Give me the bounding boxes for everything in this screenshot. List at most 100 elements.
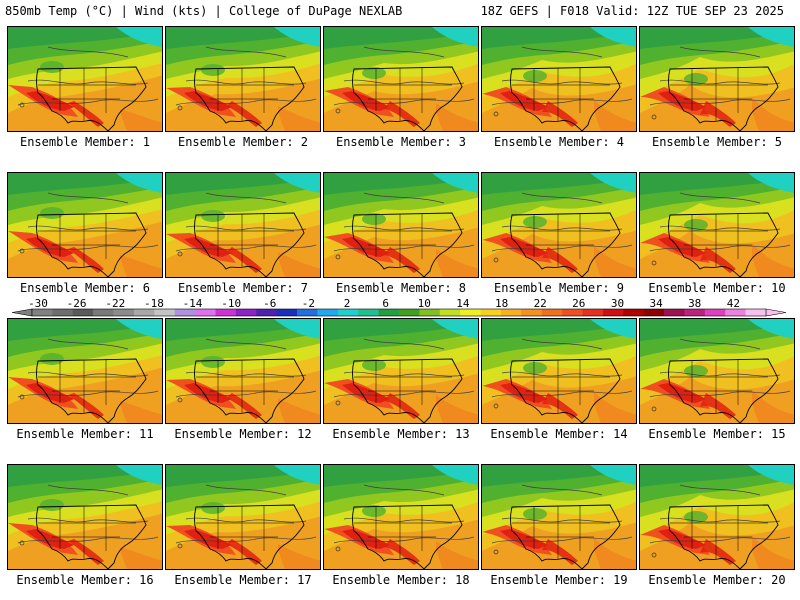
colorbar-swatch (582, 309, 604, 316)
ensemble-member-caption: Ensemble Member: 7 (177, 281, 309, 295)
colorbar-swatch (480, 309, 502, 316)
ensemble-member-map (165, 464, 321, 570)
colorbar-swatch (419, 309, 441, 316)
ensemble-member-caption: Ensemble Member: 13 (332, 427, 470, 441)
colorbar-swatch (500, 309, 522, 316)
ensemble-member-caption: Ensemble Member: 1 (19, 135, 151, 149)
ensemble-member-map (639, 26, 795, 132)
ensemble-member-map (481, 464, 637, 570)
ensemble-member-caption: Ensemble Member: 2 (177, 135, 309, 149)
colorbar-tick-label: -22 (105, 298, 125, 310)
colorbar-tick-label: -30 (28, 298, 48, 310)
colorbar-swatch (460, 309, 481, 316)
ensemble-member-caption: Ensemble Member: 19 (490, 573, 628, 587)
colorbar-swatch (725, 309, 746, 316)
ensemble-member-caption: Ensemble Member: 5 (651, 135, 783, 149)
colorbar-swatch (174, 309, 196, 316)
ensemble-member-caption: Ensemble Member: 6 (19, 281, 151, 295)
ensemble-member-caption: Ensemble Member: 12 (174, 427, 312, 441)
ensemble-member-map (481, 172, 637, 278)
colorbar-tick-label: 14 (456, 298, 470, 310)
colorbar-tick-label: 30 (611, 298, 624, 310)
ensemble-member-map (323, 318, 479, 424)
ensemble-member-map (639, 172, 795, 278)
colorbar-tick-label: -10 (221, 298, 241, 310)
colorbar-tick-label: 26 (572, 298, 585, 310)
colorbar-swatch (664, 309, 685, 316)
colorbar-tick-label: -2 (302, 298, 315, 310)
ensemble-member-caption: Ensemble Member: 8 (335, 281, 467, 295)
ensemble-member-map (165, 318, 321, 424)
colorbar-swatch (378, 309, 400, 316)
colorbar-swatch (32, 309, 53, 316)
colorbar-swatch (358, 309, 379, 316)
ensemble-member-caption: Ensemble Member: 17 (174, 573, 312, 587)
colorbar-swatch (93, 309, 114, 316)
ensemble-member-map (639, 318, 795, 424)
ensemble-member-map (7, 318, 163, 424)
colorbar-swatch (113, 309, 135, 316)
ensemble-member-map (7, 172, 163, 278)
colorbar-swatch (541, 309, 563, 316)
colorbar-swatch (562, 309, 583, 316)
ensemble-member-map (481, 318, 637, 424)
colorbar-swatch (215, 309, 237, 316)
ensemble-member-caption: Ensemble Member: 18 (332, 573, 470, 587)
colorbar-swatch (72, 309, 94, 316)
ensemble-member-map (481, 26, 637, 132)
ensemble-member-caption: Ensemble Member: 20 (648, 573, 786, 587)
colorbar-tick-label: 10 (418, 298, 431, 310)
colorbar-tick-label: 2 (344, 298, 351, 310)
colorbar-tick-label: 38 (688, 298, 701, 310)
map-title: 850mb Temp (°C) | Wind (kts) | College o… (5, 4, 403, 18)
ensemble-member-caption: Ensemble Member: 9 (493, 281, 625, 295)
ensemble-member-map (323, 464, 479, 570)
ensemble-member-map (165, 26, 321, 132)
colorbar-tick-label: -14 (183, 298, 203, 310)
ensemble-member-caption: Ensemble Member: 3 (335, 135, 467, 149)
ensemble-member-caption: Ensemble Member: 11 (16, 427, 154, 441)
colorbar-min-arrow (11, 308, 33, 317)
ensemble-member-caption: Ensemble Member: 15 (648, 427, 786, 441)
colorbar-swatch (399, 309, 420, 316)
colorbar-swatch (133, 309, 155, 316)
temperature-colorbar: -30 -26 -22 -18 -14 -10 -6 -2 2 6 10 14 18 22 26 30 34 38… (11, 298, 787, 317)
colorbar-swatch (439, 309, 461, 316)
colorbar-swatch (195, 309, 216, 316)
colorbar-swatch (337, 309, 359, 316)
colorbar-swatch (256, 309, 277, 316)
colorbar-swatch (602, 309, 624, 316)
colorbar-swatch (521, 309, 543, 316)
ensemble-member-caption: Ensemble Member: 16 (16, 573, 154, 587)
colorbar-swatch (235, 309, 257, 316)
ensemble-member-map (165, 172, 321, 278)
ensemble-member-map (7, 464, 163, 570)
colorbar-swatch (623, 309, 644, 316)
colorbar-swatch (745, 309, 767, 316)
colorbar-swatch (317, 309, 339, 316)
colorbar-swatch (643, 309, 665, 316)
colorbar-tick-label: -18 (144, 298, 164, 310)
ensemble-member-caption: Ensemble Member: 10 (648, 281, 786, 295)
colorbar-swatch (276, 309, 298, 316)
colorbar-max-arrow (765, 308, 787, 317)
colorbar-tick-label: 18 (495, 298, 508, 310)
run-valid-time: 18Z GEFS | F018 Valid: 12Z TUE SEP 23 20… (480, 4, 784, 18)
ensemble-member-caption: Ensemble Member: 14 (490, 427, 628, 441)
ensemble-member-map (323, 172, 479, 278)
colorbar-outline (31, 308, 767, 317)
colorbar-tick-label: 34 (649, 298, 663, 310)
colorbar-swatch (704, 309, 726, 316)
colorbar-swatch (297, 309, 318, 316)
colorbar-tick-label: -26 (67, 298, 87, 310)
ensemble-member-map (639, 464, 795, 570)
colorbar-swatch (684, 309, 706, 316)
colorbar-tick-label: 42 (727, 298, 740, 310)
colorbar-tick-label: 6 (382, 298, 389, 310)
colorbar-tick-label: 22 (534, 298, 547, 310)
colorbar-swatch (52, 309, 74, 316)
colorbar-tick-label: -6 (263, 298, 276, 310)
ensemble-member-map (7, 26, 163, 132)
ensemble-member-caption: Ensemble Member: 4 (493, 135, 625, 149)
colorbar-swatch (154, 309, 176, 316)
